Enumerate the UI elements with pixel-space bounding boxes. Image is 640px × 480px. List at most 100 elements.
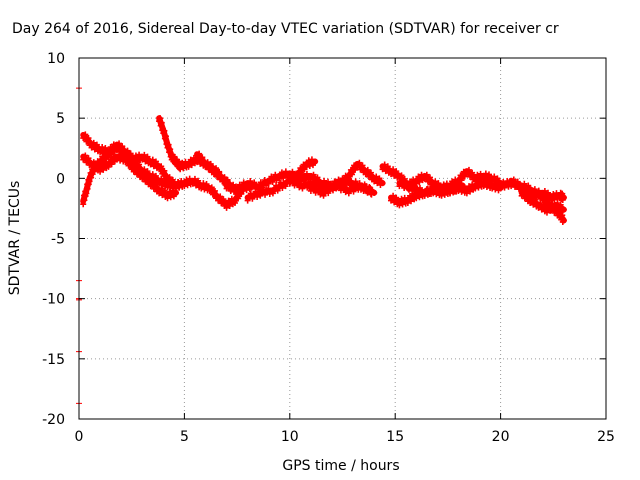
data-marks	[76, 85, 567, 407]
data-point	[90, 139, 97, 146]
data-point	[384, 163, 391, 170]
data-point	[82, 131, 89, 138]
data-point	[323, 184, 330, 191]
data-point	[424, 185, 431, 192]
data-point	[149, 156, 156, 163]
data-point	[520, 188, 527, 195]
data-point	[195, 177, 202, 184]
data-point	[345, 190, 352, 197]
data-point	[213, 166, 220, 173]
y-tick-label: 0	[56, 171, 65, 187]
data-point	[545, 189, 552, 196]
data-point	[280, 175, 287, 182]
data-point	[560, 194, 567, 201]
data-point	[486, 171, 493, 178]
data-point	[258, 189, 265, 196]
data-point	[423, 189, 430, 196]
data-point	[330, 187, 337, 194]
data-point	[105, 154, 112, 161]
data-point	[548, 197, 555, 204]
data-point	[453, 184, 460, 191]
data-point	[560, 217, 567, 224]
data-point	[188, 162, 195, 169]
data-point	[208, 184, 215, 191]
series-track-9	[307, 180, 378, 199]
data-point	[141, 166, 148, 173]
data-point	[423, 171, 430, 178]
data-point	[220, 196, 227, 203]
data-point	[108, 161, 115, 168]
data-point	[510, 176, 517, 183]
x-tick-label: 20	[492, 429, 510, 445]
data-point	[554, 200, 561, 207]
data-point	[303, 163, 310, 170]
series-track-8	[286, 159, 386, 194]
data-point	[336, 180, 343, 187]
chart-title: Day 264 of 2016, Sidereal Day-to-day VTE…	[12, 21, 559, 37]
data-point	[158, 119, 165, 126]
data-point	[482, 170, 489, 177]
data-point	[132, 157, 139, 164]
data-point	[180, 165, 187, 172]
data-point	[428, 187, 435, 194]
data-point	[298, 169, 305, 176]
data-point	[127, 151, 134, 158]
data-point	[299, 185, 306, 192]
data-point	[257, 192, 264, 199]
grid-lines	[79, 58, 606, 419]
series-track-14	[508, 176, 567, 204]
data-point	[152, 158, 159, 165]
data-point	[175, 158, 182, 165]
data-point	[216, 169, 223, 176]
data-point	[289, 175, 296, 182]
data-point	[302, 178, 309, 185]
data-point	[537, 200, 544, 207]
data-point	[486, 178, 493, 185]
data-point	[320, 192, 327, 199]
data-point	[311, 183, 318, 190]
data-point	[157, 115, 164, 122]
data-point	[491, 173, 498, 180]
x-axis-label: GPS time / hours	[282, 458, 399, 474]
data-point	[161, 127, 168, 134]
data-point	[494, 175, 501, 182]
data-point	[276, 183, 283, 190]
x-tick-label: 10	[281, 429, 299, 445]
data-point	[491, 180, 498, 187]
data-point	[426, 174, 433, 181]
data-point	[141, 151, 148, 158]
data-point	[250, 192, 257, 199]
data-point	[223, 204, 230, 211]
data-point	[475, 184, 482, 191]
data-point	[396, 202, 403, 209]
data-point	[179, 183, 186, 190]
data-point	[467, 188, 474, 195]
plot-frame	[78, 57, 607, 420]
data-point	[263, 188, 270, 195]
y-axis-label: SDTVAR / TECUs	[7, 181, 23, 296]
data-point	[367, 169, 374, 176]
data-point	[265, 185, 272, 192]
data-point	[231, 200, 238, 207]
data-point	[226, 203, 233, 210]
data-point	[254, 193, 261, 200]
data-point	[529, 195, 536, 202]
data-point	[451, 188, 458, 195]
data-point	[273, 182, 280, 189]
data-point	[116, 142, 123, 149]
data-point	[352, 166, 359, 173]
data-point	[376, 175, 383, 182]
x-tick-label: 25	[597, 429, 615, 445]
data-point	[108, 151, 115, 158]
data-point	[404, 200, 411, 207]
data-point	[161, 167, 168, 174]
data-point	[196, 150, 203, 157]
data-point	[93, 141, 100, 148]
data-point	[102, 144, 109, 151]
data-point	[164, 195, 171, 202]
data-point	[448, 186, 455, 193]
data-point	[185, 163, 192, 170]
y-tick-label: 10	[47, 51, 65, 67]
data-point	[238, 186, 245, 193]
data-point	[456, 186, 463, 193]
